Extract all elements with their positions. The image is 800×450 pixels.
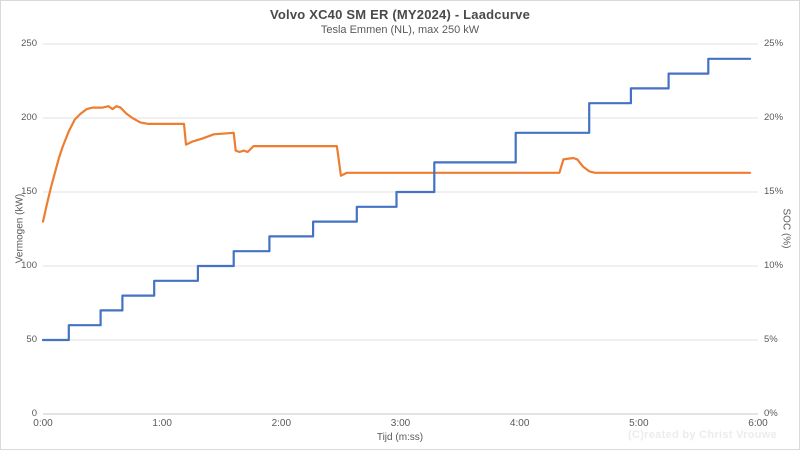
x-tick-label: 4:00 <box>509 418 530 429</box>
y-right-tick-label: 5% <box>764 334 778 345</box>
y-right-tick-label: 25% <box>764 38 784 49</box>
chart-title: Volvo XC40 SM ER (MY2024) - Laadcurve <box>269 7 531 22</box>
x-tick-label: 5:00 <box>629 418 649 429</box>
y-left-tick-label: 250 <box>21 38 37 49</box>
x-axis-title: Tijd (m:ss) <box>376 432 424 443</box>
x-tick-label: 1:00 <box>152 418 172 429</box>
y-right-tick-label: 0% <box>764 408 778 419</box>
y-right-axis-title: SOC (%) <box>780 208 792 249</box>
soc-line <box>41 57 752 342</box>
watermark: (C)reated by Christ Vrouwe <box>628 429 777 441</box>
y-left-tick-label: 50 <box>26 334 37 345</box>
chart-subtitle: Tesla Emmen (NL), max 250 kW <box>320 24 480 36</box>
y-left-tick-label: 150 <box>21 186 37 197</box>
y-right-tick-label: 20% <box>764 112 784 123</box>
y-left-tick-label: 0 <box>31 408 37 419</box>
y-right-tick-label: 15% <box>764 186 784 197</box>
x-tick-label: 6:00 <box>748 418 768 429</box>
y-left-axis-title: Vermogen (kW) <box>14 193 26 264</box>
x-tick-label: 3:00 <box>390 418 411 429</box>
x-tick-label: 0:00 <box>33 418 53 429</box>
y-left-tick-label: 200 <box>21 112 37 123</box>
x-tick-label: 2:00 <box>271 418 292 429</box>
y-right-tick-label: 10% <box>764 260 784 271</box>
y-left-tick-label: 100 <box>21 260 37 271</box>
power-line <box>41 105 752 223</box>
